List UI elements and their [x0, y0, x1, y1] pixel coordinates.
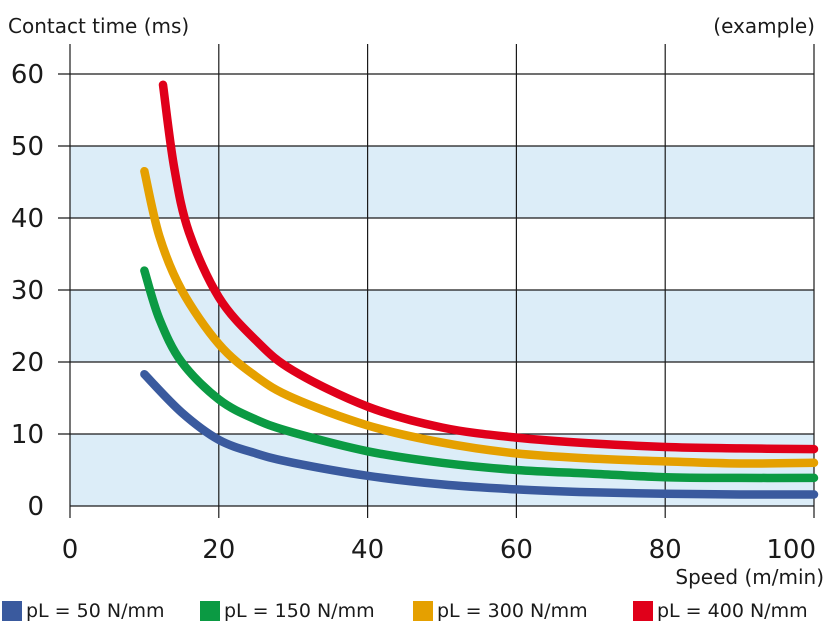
legend-label: pL = 150 N/mm [224, 600, 375, 622]
legend-swatch [2, 601, 22, 621]
legend-label: pL = 300 N/mm [437, 600, 588, 622]
x-tick-label: 100 [766, 535, 816, 565]
legend-swatch [413, 601, 433, 621]
legend-item: pL = 50 N/mm [2, 596, 165, 626]
example-note: (example) [713, 14, 815, 38]
legend-swatch [633, 601, 653, 621]
legend-item: pL = 400 N/mm [633, 596, 808, 626]
legend-label: pL = 400 N/mm [657, 600, 808, 622]
series-line-4 [158, 80, 819, 454]
shaded-band [70, 146, 814, 218]
y-axis-label: Contact time (ms) [8, 14, 189, 38]
contact-time-chart: 0 10 20 30 40 50 60 0 20 40 60 80 100 Contact time (… [8, 14, 824, 589]
y-tick-label: 40 [11, 204, 44, 234]
x-axis-label: Speed (m/min) [675, 565, 824, 589]
tick-labels: 0 10 20 30 40 50 60 0 20 40 60 80 100 [11, 60, 816, 565]
legend: pL = 50 N/mm pL = 150 N/mm pL = 300 N/mm pL… [0, 596, 832, 626]
legend-swatch [200, 601, 220, 621]
shaded-band [70, 290, 814, 362]
y-tick-label: 20 [11, 348, 44, 378]
y-tick-label: 0 [27, 492, 44, 522]
series-line-3 [140, 166, 819, 468]
x-tick-label: 40 [351, 535, 384, 565]
x-tick-label: 20 [202, 535, 235, 565]
y-tick-label: 60 [11, 60, 44, 90]
series-line-2 [140, 266, 819, 483]
series-lines [140, 80, 819, 499]
x-tick-label: 80 [649, 535, 682, 565]
series-line-1 [140, 369, 819, 499]
y-tick-label: 10 [11, 420, 44, 450]
x-tick-label: 60 [500, 535, 533, 565]
legend-item: pL = 300 N/mm [413, 596, 588, 626]
y-tick-label: 30 [11, 276, 44, 306]
legend-label: pL = 50 N/mm [26, 600, 165, 622]
x-tick-label: 0 [62, 535, 79, 565]
y-tick-label: 50 [11, 132, 44, 162]
legend-item: pL = 150 N/mm [200, 596, 375, 626]
